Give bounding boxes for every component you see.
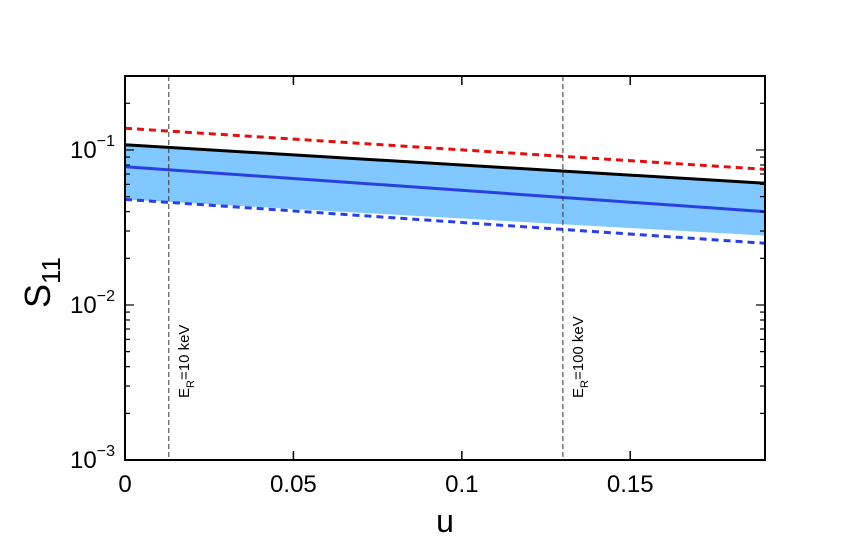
y-tick-label: 10−3: [70, 443, 115, 474]
y-axis-label: S11: [17, 257, 66, 308]
x-tick-label: 0.15: [607, 471, 654, 498]
series-line-1: [124, 143, 766, 185]
reference-lines-layer: ER=10 keV ER=100 keV: [168, 76, 591, 460]
x-tick-label: 0.1: [445, 471, 478, 498]
series-line-3: [124, 126, 766, 171]
y-tick-label: 10−2: [70, 288, 115, 319]
x-axis-label: u: [436, 503, 454, 539]
y-tick-label: 10−1: [70, 133, 115, 164]
tick-layer: [124, 75, 765, 461]
series-line-4: [124, 197, 766, 245]
series-layer: [124, 126, 766, 245]
reference-line-label-1: ER=10 keV: [176, 325, 197, 398]
reference-line-label-2: ER=100 keV: [570, 316, 591, 398]
x-tick-label: 0: [118, 471, 131, 498]
label-layer: 0 0.05 0.1 0.15 10−3 10−2 10−1 u S11: [17, 133, 654, 539]
x-tick-label: 0.05: [270, 471, 317, 498]
plot-frame: [124, 75, 766, 461]
series-line-2: [124, 165, 766, 214]
